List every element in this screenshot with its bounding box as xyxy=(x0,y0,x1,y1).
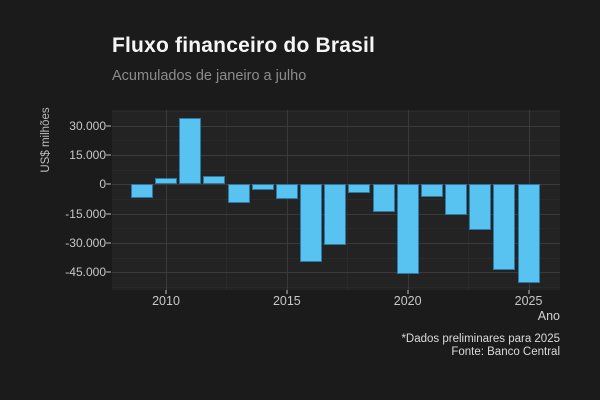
y-tick-label: -15.000 xyxy=(65,206,106,221)
bar-2016 xyxy=(300,184,323,262)
x-tick-mark xyxy=(527,290,530,294)
x-tick-mark xyxy=(406,290,409,294)
bar-2009 xyxy=(130,184,153,199)
x-axis-title: Ano xyxy=(537,309,560,323)
x-tick-label: 2015 xyxy=(272,294,301,308)
y-tick-label: -45.000 xyxy=(65,265,106,280)
bar-2012 xyxy=(203,175,226,185)
v-gridline-major xyxy=(166,110,167,290)
bar-2010 xyxy=(155,177,177,185)
h-gridline-major xyxy=(112,272,560,274)
x-tick-mark xyxy=(165,290,167,294)
chart-title: Fluxo financeiro do Brasil xyxy=(112,34,376,57)
bar-2014 xyxy=(251,184,274,191)
h-gridline-minor xyxy=(112,110,560,112)
v-gridline-minor xyxy=(347,110,349,290)
plot-panel xyxy=(112,110,560,290)
bar-2024 xyxy=(493,184,516,271)
h-gridline-minor xyxy=(112,257,560,259)
h-gridline-minor xyxy=(112,140,560,142)
bar-2011 xyxy=(179,117,202,185)
v-gridline-minor xyxy=(468,110,470,290)
bar-2025 xyxy=(517,184,540,284)
y-tick-label: -30.000 xyxy=(65,236,106,251)
bar-2017 xyxy=(324,184,347,245)
x-tick-label: 2025 xyxy=(514,294,543,308)
h-gridline-minor xyxy=(112,169,560,171)
h-gridline-major xyxy=(112,125,560,127)
y-tick-mark xyxy=(106,183,111,186)
y-tick-mark xyxy=(106,124,111,127)
bar-2013 xyxy=(227,184,250,203)
bar-2022 xyxy=(445,184,468,215)
v-gridline-major xyxy=(286,110,288,290)
bar-2021 xyxy=(420,184,443,198)
y-tick-label: 30.000 xyxy=(69,118,106,133)
x-tick-mark xyxy=(285,290,288,294)
bar-2023 xyxy=(469,184,492,231)
y-axis-title: US$ milhões xyxy=(40,107,52,173)
x-tick-label: 2010 xyxy=(152,294,180,308)
bar-2018 xyxy=(348,184,371,194)
bar-2020 xyxy=(396,184,419,275)
y-tick-mark xyxy=(106,242,111,245)
chart-subtitle: Acumulados de janeiro a julho xyxy=(112,68,307,84)
y-tick-mark xyxy=(106,271,111,274)
caption-source: Fonte: Banco Central xyxy=(451,346,560,358)
bar-2019 xyxy=(372,184,395,212)
bar-2015 xyxy=(275,184,298,200)
y-tick-mark xyxy=(106,212,111,215)
caption-note: *Dados preliminares para 2025 xyxy=(401,333,560,345)
y-tick-label: 0 xyxy=(99,177,106,192)
h-gridline-minor xyxy=(112,287,560,289)
y-tick-mark xyxy=(106,154,111,156)
v-gridline-minor xyxy=(226,110,228,290)
h-gridline-major xyxy=(112,155,560,156)
y-tick-label: 15.000 xyxy=(69,148,106,162)
x-tick-label: 2020 xyxy=(393,294,422,308)
